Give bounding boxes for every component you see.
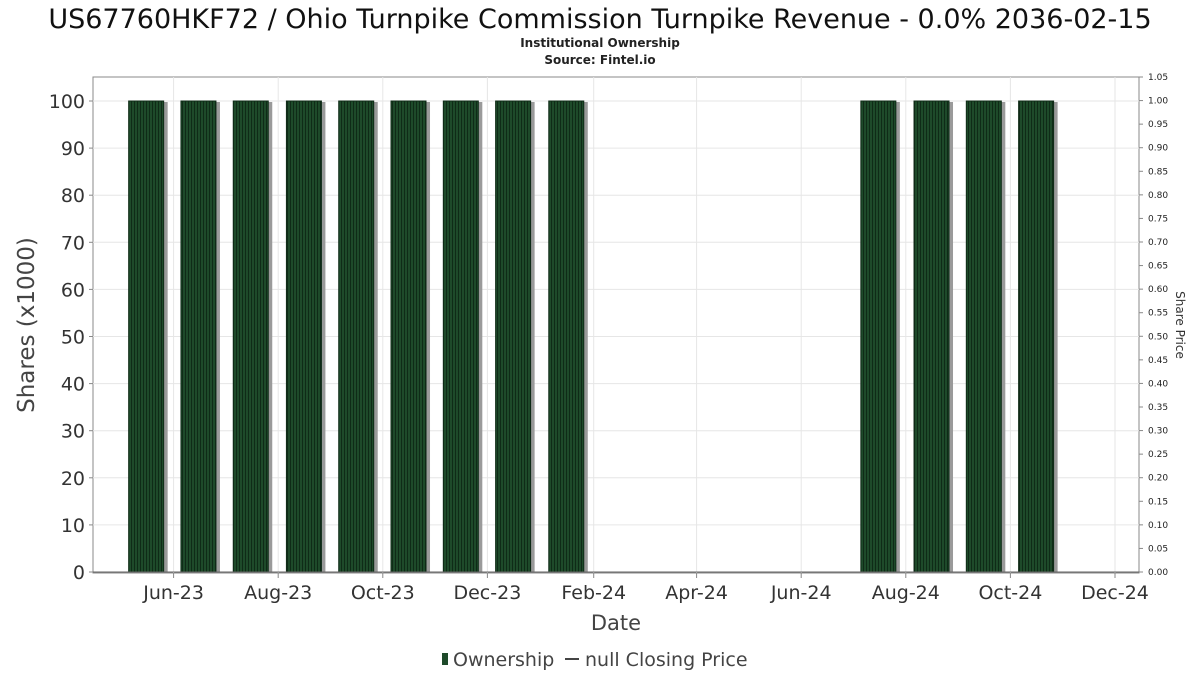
ownership-bar [338, 100, 378, 573]
x-tick-label: Dec-24 [1081, 582, 1149, 604]
legend-ownership-label: Ownership [453, 649, 554, 671]
y2-tick-label: 0.40 [1148, 379, 1168, 389]
y2-tick-label: 0.45 [1148, 356, 1168, 366]
ownership-bar [965, 100, 1006, 573]
bar-body [965, 100, 1002, 573]
y2-tick-label: 0.70 [1148, 238, 1168, 248]
y-tick-label: 30 [61, 421, 85, 443]
legend-price-label: null Closing Price [585, 649, 748, 671]
y2-tick-label: 0.95 [1148, 120, 1168, 130]
y2-tick-label: 0.30 [1148, 427, 1168, 437]
x-tick-label: Dec-23 [453, 582, 521, 604]
y2-axis-label: Share Price [1173, 291, 1187, 359]
bar-body [285, 100, 322, 573]
y-tick-label: 10 [61, 515, 85, 537]
x-tick-label: Oct-24 [978, 582, 1042, 604]
y2-axis: 0.00 0.05 0.10 0.15 0.20 0.25 0.30 0.35 0.40 0.45… [1139, 73, 1168, 578]
y-tick-label: 70 [61, 232, 85, 254]
x-axis-label: Date [591, 611, 641, 635]
ownership-bar [442, 100, 483, 573]
ownership-bar [180, 100, 220, 573]
y2-tick-label: 0.85 [1148, 167, 1168, 177]
bar-body [1018, 100, 1055, 573]
y2-tick-label: 0.05 [1148, 544, 1168, 554]
y2-tick-label: 0.55 [1148, 309, 1168, 319]
x-tick-label: Jun-23 [142, 582, 204, 604]
y-tick-label: 0 [73, 562, 85, 584]
bar-body [548, 100, 585, 573]
bar-body [495, 100, 532, 573]
x-tick-label: Apr-24 [665, 582, 728, 604]
bar-body [232, 100, 269, 573]
x-tick-label: Feb-24 [561, 582, 626, 604]
chart-subtitle: Institutional Ownership [520, 36, 680, 50]
ownership-bar [1018, 100, 1058, 573]
y2-tick-label: 1.00 [1148, 97, 1168, 107]
ownership-bar [548, 100, 588, 573]
y-axis-label: Shares (x1000) [14, 237, 40, 413]
y2-tick-label: 0.90 [1148, 144, 1168, 154]
y2-tick-label: 0.50 [1148, 332, 1168, 342]
bar-body [180, 100, 217, 573]
y-tick-label: 40 [61, 374, 85, 396]
ownership-bar [495, 100, 535, 573]
bar-body [338, 100, 375, 573]
bar-body [390, 100, 427, 573]
ownership-bar [285, 100, 326, 573]
y2-tick-label: 0.75 [1148, 214, 1168, 224]
y-tick-label: 100 [49, 91, 85, 113]
x-tick-label: Oct-23 [351, 582, 415, 604]
legend-ownership-swatch [442, 653, 448, 665]
x-axis: Jun-23 Aug-23 Oct-23 Dec-23 Feb-24 Apr-24 Jun-… [93, 571, 1149, 604]
y2-tick-label: 1.05 [1148, 73, 1168, 83]
x-tick-label: Aug-24 [872, 582, 940, 604]
bar-body [128, 100, 165, 573]
y2-tick-label: 0.10 [1148, 521, 1168, 531]
y2-tick-label: 0.60 [1148, 285, 1168, 295]
y-axis: 0 10 20 30 40 50 60 70 80 90 100 [49, 91, 93, 584]
chart-title: US67760HKF72 / Ohio Turnpike Commission … [48, 4, 1151, 35]
x-tick-label: Jun-24 [770, 582, 832, 604]
y-tick-label: 80 [61, 185, 85, 207]
y2-tick-label: 0.15 [1148, 497, 1168, 507]
y2-tick-label: 0.00 [1148, 568, 1168, 578]
legend: Ownership null Closing Price [442, 649, 748, 671]
y-tick-label: 20 [61, 468, 85, 490]
y-tick-label: 50 [61, 327, 85, 349]
ownership-bar [913, 100, 954, 573]
ownership-bar [128, 100, 168, 573]
y2-tick-label: 0.25 [1148, 450, 1168, 460]
y2-tick-label: 0.80 [1148, 191, 1168, 201]
ownership-bars [128, 100, 1058, 573]
bar-body [913, 100, 950, 573]
y2-tick-label: 0.65 [1148, 262, 1168, 272]
y-tick-label: 60 [61, 279, 85, 301]
x-tick-label: Aug-23 [244, 582, 312, 604]
y2-tick-label: 0.35 [1148, 403, 1168, 413]
bar-body [442, 100, 479, 573]
y2-tick-label: 0.20 [1148, 474, 1168, 484]
ownership-bar [232, 100, 273, 573]
chart-source: Source: Fintel.io [544, 53, 655, 67]
bar-body [860, 100, 897, 573]
ownership-bar [860, 100, 900, 573]
y-tick-label: 90 [61, 138, 85, 160]
ownership-bar [390, 100, 431, 573]
